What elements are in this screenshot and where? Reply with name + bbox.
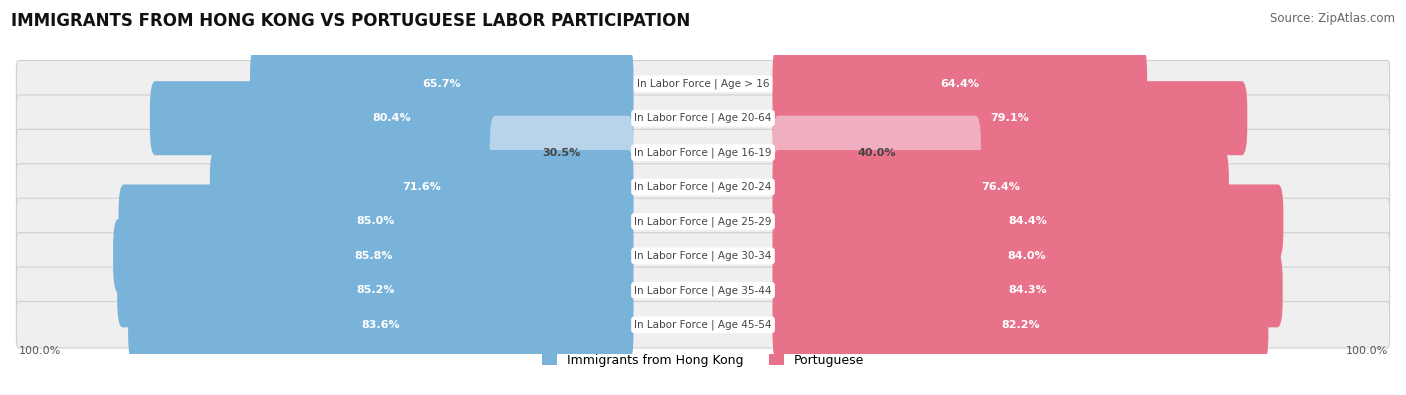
Text: In Labor Force | Age 20-24: In Labor Force | Age 20-24: [634, 182, 772, 192]
Text: 30.5%: 30.5%: [543, 148, 581, 158]
FancyBboxPatch shape: [17, 60, 1389, 107]
Text: In Labor Force | Age 35-44: In Labor Force | Age 35-44: [634, 285, 772, 295]
Text: In Labor Force | Age 30-34: In Labor Force | Age 30-34: [634, 251, 772, 261]
FancyBboxPatch shape: [17, 95, 1389, 141]
Legend: Immigrants from Hong Kong, Portuguese: Immigrants from Hong Kong, Portuguese: [537, 349, 869, 372]
FancyBboxPatch shape: [209, 150, 634, 224]
Text: 84.3%: 84.3%: [1008, 285, 1047, 295]
Text: 85.2%: 85.2%: [356, 285, 395, 295]
Text: IMMIGRANTS FROM HONG KONG VS PORTUGUESE LABOR PARTICIPATION: IMMIGRANTS FROM HONG KONG VS PORTUGUESE …: [11, 12, 690, 30]
FancyBboxPatch shape: [112, 219, 634, 293]
FancyBboxPatch shape: [772, 184, 1284, 258]
FancyBboxPatch shape: [150, 81, 634, 155]
Text: 40.0%: 40.0%: [858, 148, 896, 158]
Text: 85.8%: 85.8%: [354, 251, 392, 261]
FancyBboxPatch shape: [128, 288, 634, 362]
Text: 71.6%: 71.6%: [402, 182, 441, 192]
Text: In Labor Force | Age > 16: In Labor Force | Age > 16: [637, 79, 769, 89]
FancyBboxPatch shape: [17, 267, 1389, 314]
FancyBboxPatch shape: [17, 301, 1389, 348]
Text: 84.0%: 84.0%: [1007, 251, 1046, 261]
FancyBboxPatch shape: [489, 116, 634, 190]
Text: In Labor Force | Age 45-54: In Labor Force | Age 45-54: [634, 320, 772, 330]
Text: 100.0%: 100.0%: [1346, 346, 1388, 356]
Text: 85.0%: 85.0%: [357, 216, 395, 226]
FancyBboxPatch shape: [17, 164, 1389, 210]
Text: 64.4%: 64.4%: [941, 79, 980, 89]
FancyBboxPatch shape: [17, 233, 1389, 279]
FancyBboxPatch shape: [250, 47, 634, 121]
FancyBboxPatch shape: [772, 219, 1281, 293]
FancyBboxPatch shape: [772, 81, 1247, 155]
Text: In Labor Force | Age 25-29: In Labor Force | Age 25-29: [634, 216, 772, 227]
FancyBboxPatch shape: [772, 116, 981, 190]
Text: 100.0%: 100.0%: [18, 346, 60, 356]
FancyBboxPatch shape: [117, 253, 634, 327]
Text: Source: ZipAtlas.com: Source: ZipAtlas.com: [1270, 12, 1395, 25]
Text: 84.4%: 84.4%: [1008, 216, 1047, 226]
FancyBboxPatch shape: [772, 47, 1147, 121]
Text: 80.4%: 80.4%: [373, 113, 411, 123]
Text: In Labor Force | Age 16-19: In Labor Force | Age 16-19: [634, 147, 772, 158]
FancyBboxPatch shape: [17, 130, 1389, 176]
FancyBboxPatch shape: [772, 253, 1282, 327]
FancyBboxPatch shape: [17, 198, 1389, 245]
Text: 79.1%: 79.1%: [990, 113, 1029, 123]
Text: 65.7%: 65.7%: [422, 79, 461, 89]
Text: 83.6%: 83.6%: [361, 320, 401, 330]
FancyBboxPatch shape: [772, 288, 1268, 362]
Text: In Labor Force | Age 20-64: In Labor Force | Age 20-64: [634, 113, 772, 124]
FancyBboxPatch shape: [118, 184, 634, 258]
Text: 76.4%: 76.4%: [981, 182, 1021, 192]
Text: 82.2%: 82.2%: [1001, 320, 1040, 330]
FancyBboxPatch shape: [772, 150, 1229, 224]
